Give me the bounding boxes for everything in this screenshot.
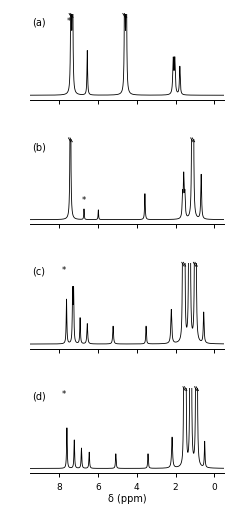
Text: *: * [62, 390, 66, 399]
X-axis label: δ (ppm): δ (ppm) [108, 493, 146, 503]
Text: *: * [82, 195, 86, 205]
Text: *: * [62, 266, 66, 274]
Text: *: * [67, 17, 71, 26]
Text: (d): (d) [32, 390, 46, 400]
Text: (b): (b) [32, 142, 46, 152]
Text: (c): (c) [32, 266, 45, 276]
Text: (a): (a) [32, 18, 46, 28]
